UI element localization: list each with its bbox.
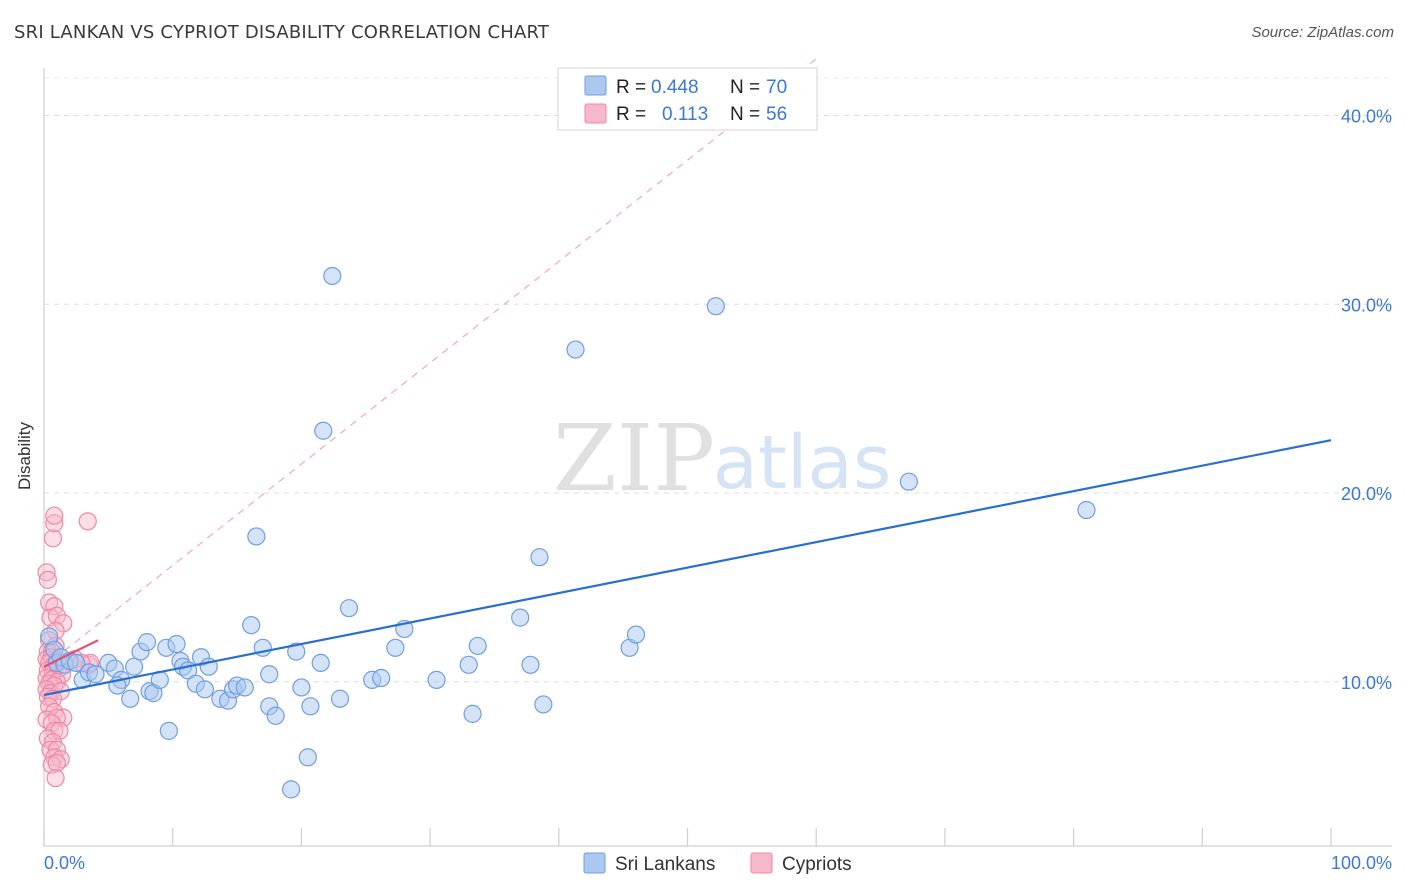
- point-sri-lankans: [566, 340, 585, 359]
- legend-r-label-1: R =: [616, 77, 646, 98]
- point-sri-lankans: [124, 657, 144, 676]
- point-cypriots: [45, 506, 64, 525]
- watermark-atlas: atlas: [713, 420, 892, 506]
- trendline-cypriots: [43, 639, 99, 668]
- data-points: [37, 266, 1332, 799]
- point-sri-lankans: [195, 680, 214, 699]
- point-sri-lankans: [159, 721, 178, 740]
- legend-n-value-1: 70: [766, 77, 787, 98]
- axes: [43, 68, 1392, 847]
- point-sri-lankans: [899, 472, 918, 491]
- point-sri-lankans: [282, 780, 301, 799]
- point-sri-lankans: [530, 548, 549, 567]
- point-sri-lankans: [339, 599, 359, 618]
- point-sri-lankans: [311, 653, 330, 673]
- point-cypriots: [38, 570, 57, 589]
- point-sri-lankans: [323, 266, 342, 286]
- point-sri-lankans: [1077, 500, 1096, 520]
- y-tick-label: 20.0%: [1341, 484, 1392, 504]
- point-sri-lankans: [301, 697, 320, 716]
- legend-swatch-blue: [584, 75, 607, 96]
- point-sri-lankans: [459, 655, 478, 674]
- point-sri-lankans: [298, 748, 317, 767]
- point-sri-lankans: [314, 421, 333, 440]
- point-sri-lankans: [534, 695, 553, 714]
- point-cypriots: [46, 768, 65, 788]
- point-sri-lankans: [372, 668, 391, 688]
- point-sri-lankans: [121, 689, 140, 708]
- legend-n-label-1: N =: [730, 77, 760, 98]
- legend-n-label-2: N =: [730, 104, 760, 125]
- point-cypriots: [45, 514, 64, 533]
- point-sri-lankans: [386, 638, 405, 657]
- point-sri-lankans: [626, 625, 646, 644]
- legend-r-value-1: 0.448: [651, 77, 699, 98]
- y-tick-label: 40.0%: [1341, 107, 1392, 127]
- y-tick-labels: 10.0% 20.0% 30.0% 40.0%: [1341, 107, 1392, 693]
- point-sri-lankans: [137, 633, 157, 652]
- point-cypriots: [54, 614, 73, 633]
- point-cypriots: [78, 512, 97, 531]
- chart-title: SRI LANKAN VS CYPRIOT DISABILITY CORRELA…: [14, 22, 550, 43]
- y-axis-label: Disability: [15, 421, 34, 490]
- y-tick-label: 30.0%: [1341, 295, 1392, 315]
- point-sri-lankans: [463, 704, 482, 723]
- point-sri-lankans: [292, 678, 311, 697]
- trend-lines: [43, 58, 817, 668]
- point-sri-lankans: [287, 642, 306, 661]
- point-cypriots: [37, 563, 56, 582]
- legend-r-value-2: 0.113: [662, 104, 708, 125]
- chart-source: Source: ZipAtlas.com: [1251, 24, 1394, 41]
- point-sri-lankans: [468, 636, 487, 656]
- point-sri-lankans: [235, 678, 254, 697]
- point-sri-lankans: [167, 634, 186, 654]
- point-sri-lankans: [706, 297, 725, 316]
- x-tick-label-max: 100.0%: [1331, 853, 1392, 873]
- series-legend: Sri Lankans Cypriots: [583, 852, 852, 875]
- watermark-zip: ZIP: [553, 405, 715, 512]
- point-cypriots: [47, 606, 66, 625]
- series-legend-swatch-sri-lankans: [583, 852, 606, 874]
- point-sri-lankans: [521, 655, 540, 674]
- point-sri-lankans: [67, 653, 86, 673]
- y-tick-label: 10.0%: [1341, 673, 1392, 693]
- legend-n-value-2: 56: [766, 104, 787, 125]
- point-sri-lankans: [266, 706, 285, 725]
- point-cypriots: [47, 708, 66, 727]
- point-sri-lankans: [247, 527, 266, 546]
- series-legend-label-cypriots: Cypriots: [782, 854, 852, 875]
- point-sri-lankans: [511, 608, 530, 627]
- series-legend-swatch-cypriots: [750, 852, 773, 874]
- point-sri-lankans: [260, 665, 279, 684]
- trendline-sri-lankans: [43, 439, 1332, 697]
- point-cypriots: [43, 529, 63, 548]
- trendline-cypriots-extended: [43, 58, 817, 668]
- point-sri-lankans: [86, 665, 105, 684]
- point-cypriots: [47, 753, 66, 773]
- legend-swatch-pink: [584, 103, 607, 124]
- legend-r-label-2: R =: [616, 104, 646, 125]
- series-legend-label-sri-lankans: Sri Lankans: [615, 854, 715, 875]
- point-sri-lankans: [330, 689, 350, 708]
- point-sri-lankans: [427, 670, 446, 689]
- x-tick-label-min: 0.0%: [44, 853, 85, 873]
- correlation-legend: R = 0.448 N = 70 R = 0.113 N = 56: [557, 67, 818, 131]
- point-sri-lankans: [242, 616, 261, 635]
